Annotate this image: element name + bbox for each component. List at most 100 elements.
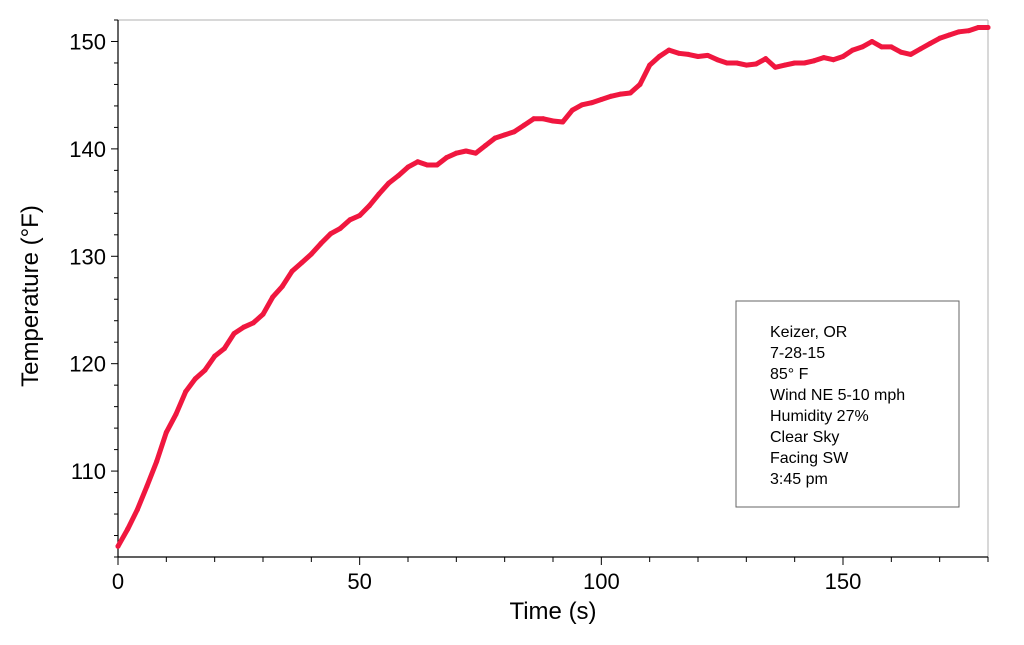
note-location: Keizer, OR (770, 324, 847, 341)
temperature-data-point (830, 57, 836, 63)
temperature-data-point (231, 331, 237, 337)
temperature-data-point (985, 25, 991, 31)
temperature-data-point (444, 154, 450, 160)
temperature-series-points (115, 25, 991, 549)
conditions-note-frame (735, 300, 960, 508)
temperature-data-point (415, 159, 421, 165)
temperature-data-point (395, 173, 401, 179)
temperature-data-point (192, 376, 198, 382)
temperature-data-point (386, 180, 392, 186)
x-tick-label: 150 (825, 569, 862, 594)
temperature-data-point (569, 107, 575, 113)
temperature-data-point (656, 54, 662, 60)
temperature-data-point (453, 150, 459, 156)
x-tick-label: 0 (112, 569, 124, 594)
temperature-data-point (879, 44, 885, 50)
temperature-data-point (753, 61, 759, 67)
note-humidity: Humidity 27% (770, 408, 869, 425)
temperature-data-point (714, 57, 720, 63)
temperature-data-point (772, 64, 778, 70)
temperature-data-point (125, 526, 131, 532)
temperature-data-point (473, 150, 479, 156)
temperature-data-point (270, 294, 276, 300)
temperature-data-point (550, 118, 556, 124)
note-air-temperature: 85° F (770, 366, 809, 383)
temperature-data-point (560, 119, 566, 125)
temperature-data-point (975, 25, 981, 31)
temperature-data-point (618, 91, 624, 97)
temperature-data-point (405, 164, 411, 170)
temperature-data-point (521, 122, 527, 128)
temperature-data-point (869, 38, 875, 44)
temperature-data-point (888, 44, 894, 50)
x-axis-title: Time (s) (509, 598, 596, 625)
temperature-data-point (260, 311, 266, 317)
y-axis-title: Temperature (°F) (17, 205, 44, 387)
temperature-data-point (376, 191, 382, 197)
y-tick-label: 130 (69, 244, 106, 269)
temperature-data-point (540, 116, 546, 122)
temperature-data-point (328, 231, 334, 237)
temperature-data-point (579, 102, 585, 108)
temperature-data-point (202, 367, 208, 373)
x-tick-label: 50 (347, 569, 371, 594)
temperature-data-point (424, 162, 430, 168)
temperature-data-point (308, 251, 314, 257)
temperature-data-point (115, 543, 121, 549)
temperature-data-point (434, 162, 440, 168)
y-tick-label: 120 (69, 352, 106, 377)
temperature-data-point (598, 96, 604, 102)
temperature-data-point (695, 54, 701, 60)
temperature-data-point (357, 212, 363, 218)
temperature-data-point (250, 320, 256, 326)
temperature-data-point (627, 90, 633, 96)
temperature-data-point (183, 389, 189, 395)
temperature-data-point (821, 55, 827, 61)
temperature-data-point (482, 143, 488, 149)
temperature-data-point (898, 49, 904, 55)
temperature-data-point (908, 51, 914, 57)
temperature-data-point (279, 283, 285, 289)
temperature-data-point (299, 260, 305, 266)
temperature-data-point (811, 58, 817, 64)
temperature-data-point (792, 60, 798, 66)
temperature-data-point (502, 132, 508, 138)
temperature-data-point (637, 81, 643, 87)
x-tick-label: 100 (583, 569, 620, 594)
y-tick-label: 140 (69, 137, 106, 162)
temperature-data-point (956, 29, 962, 35)
note-time: 3:45 pm (770, 471, 828, 488)
temperature-data-point (801, 60, 807, 66)
note-sky: Clear Sky (770, 429, 839, 446)
note-facing: Facing SW (770, 450, 849, 467)
temperature-data-point (840, 54, 846, 60)
temperature-data-point (163, 429, 169, 435)
temperature-data-point (685, 51, 691, 57)
temperature-data-point (666, 47, 672, 53)
y-tick-label: 150 (69, 29, 106, 54)
temperature-data-point (917, 46, 923, 52)
temperature-data-point (743, 62, 749, 68)
temperature-data-point (531, 116, 537, 122)
x-axis-ticks: 0 50 100 150 (112, 557, 989, 594)
y-tick-label: 110 (71, 459, 106, 484)
temperature-data-point (724, 60, 730, 66)
temperature-data-point (492, 135, 498, 141)
temperature-data-point (366, 203, 372, 209)
temperature-data-point (608, 93, 614, 99)
temperature-data-point (705, 52, 711, 58)
temperature-data-point (289, 268, 295, 274)
note-date: 7-28-15 (770, 345, 825, 362)
temperature-data-point (763, 56, 769, 62)
temperature-data-point (676, 50, 682, 56)
temperature-data-point (347, 217, 353, 223)
note-wind: Wind NE 5-10 mph (770, 387, 905, 404)
temperature-data-point (647, 62, 653, 68)
conditions-note: Keizer, OR 7-28-15 85° F Wind NE 5-10 mp… (735, 300, 960, 508)
temperature-data-point (782, 62, 788, 68)
temperature-data-point (173, 411, 179, 417)
temperature-data-point (134, 507, 140, 513)
temperature-data-point (850, 47, 856, 53)
